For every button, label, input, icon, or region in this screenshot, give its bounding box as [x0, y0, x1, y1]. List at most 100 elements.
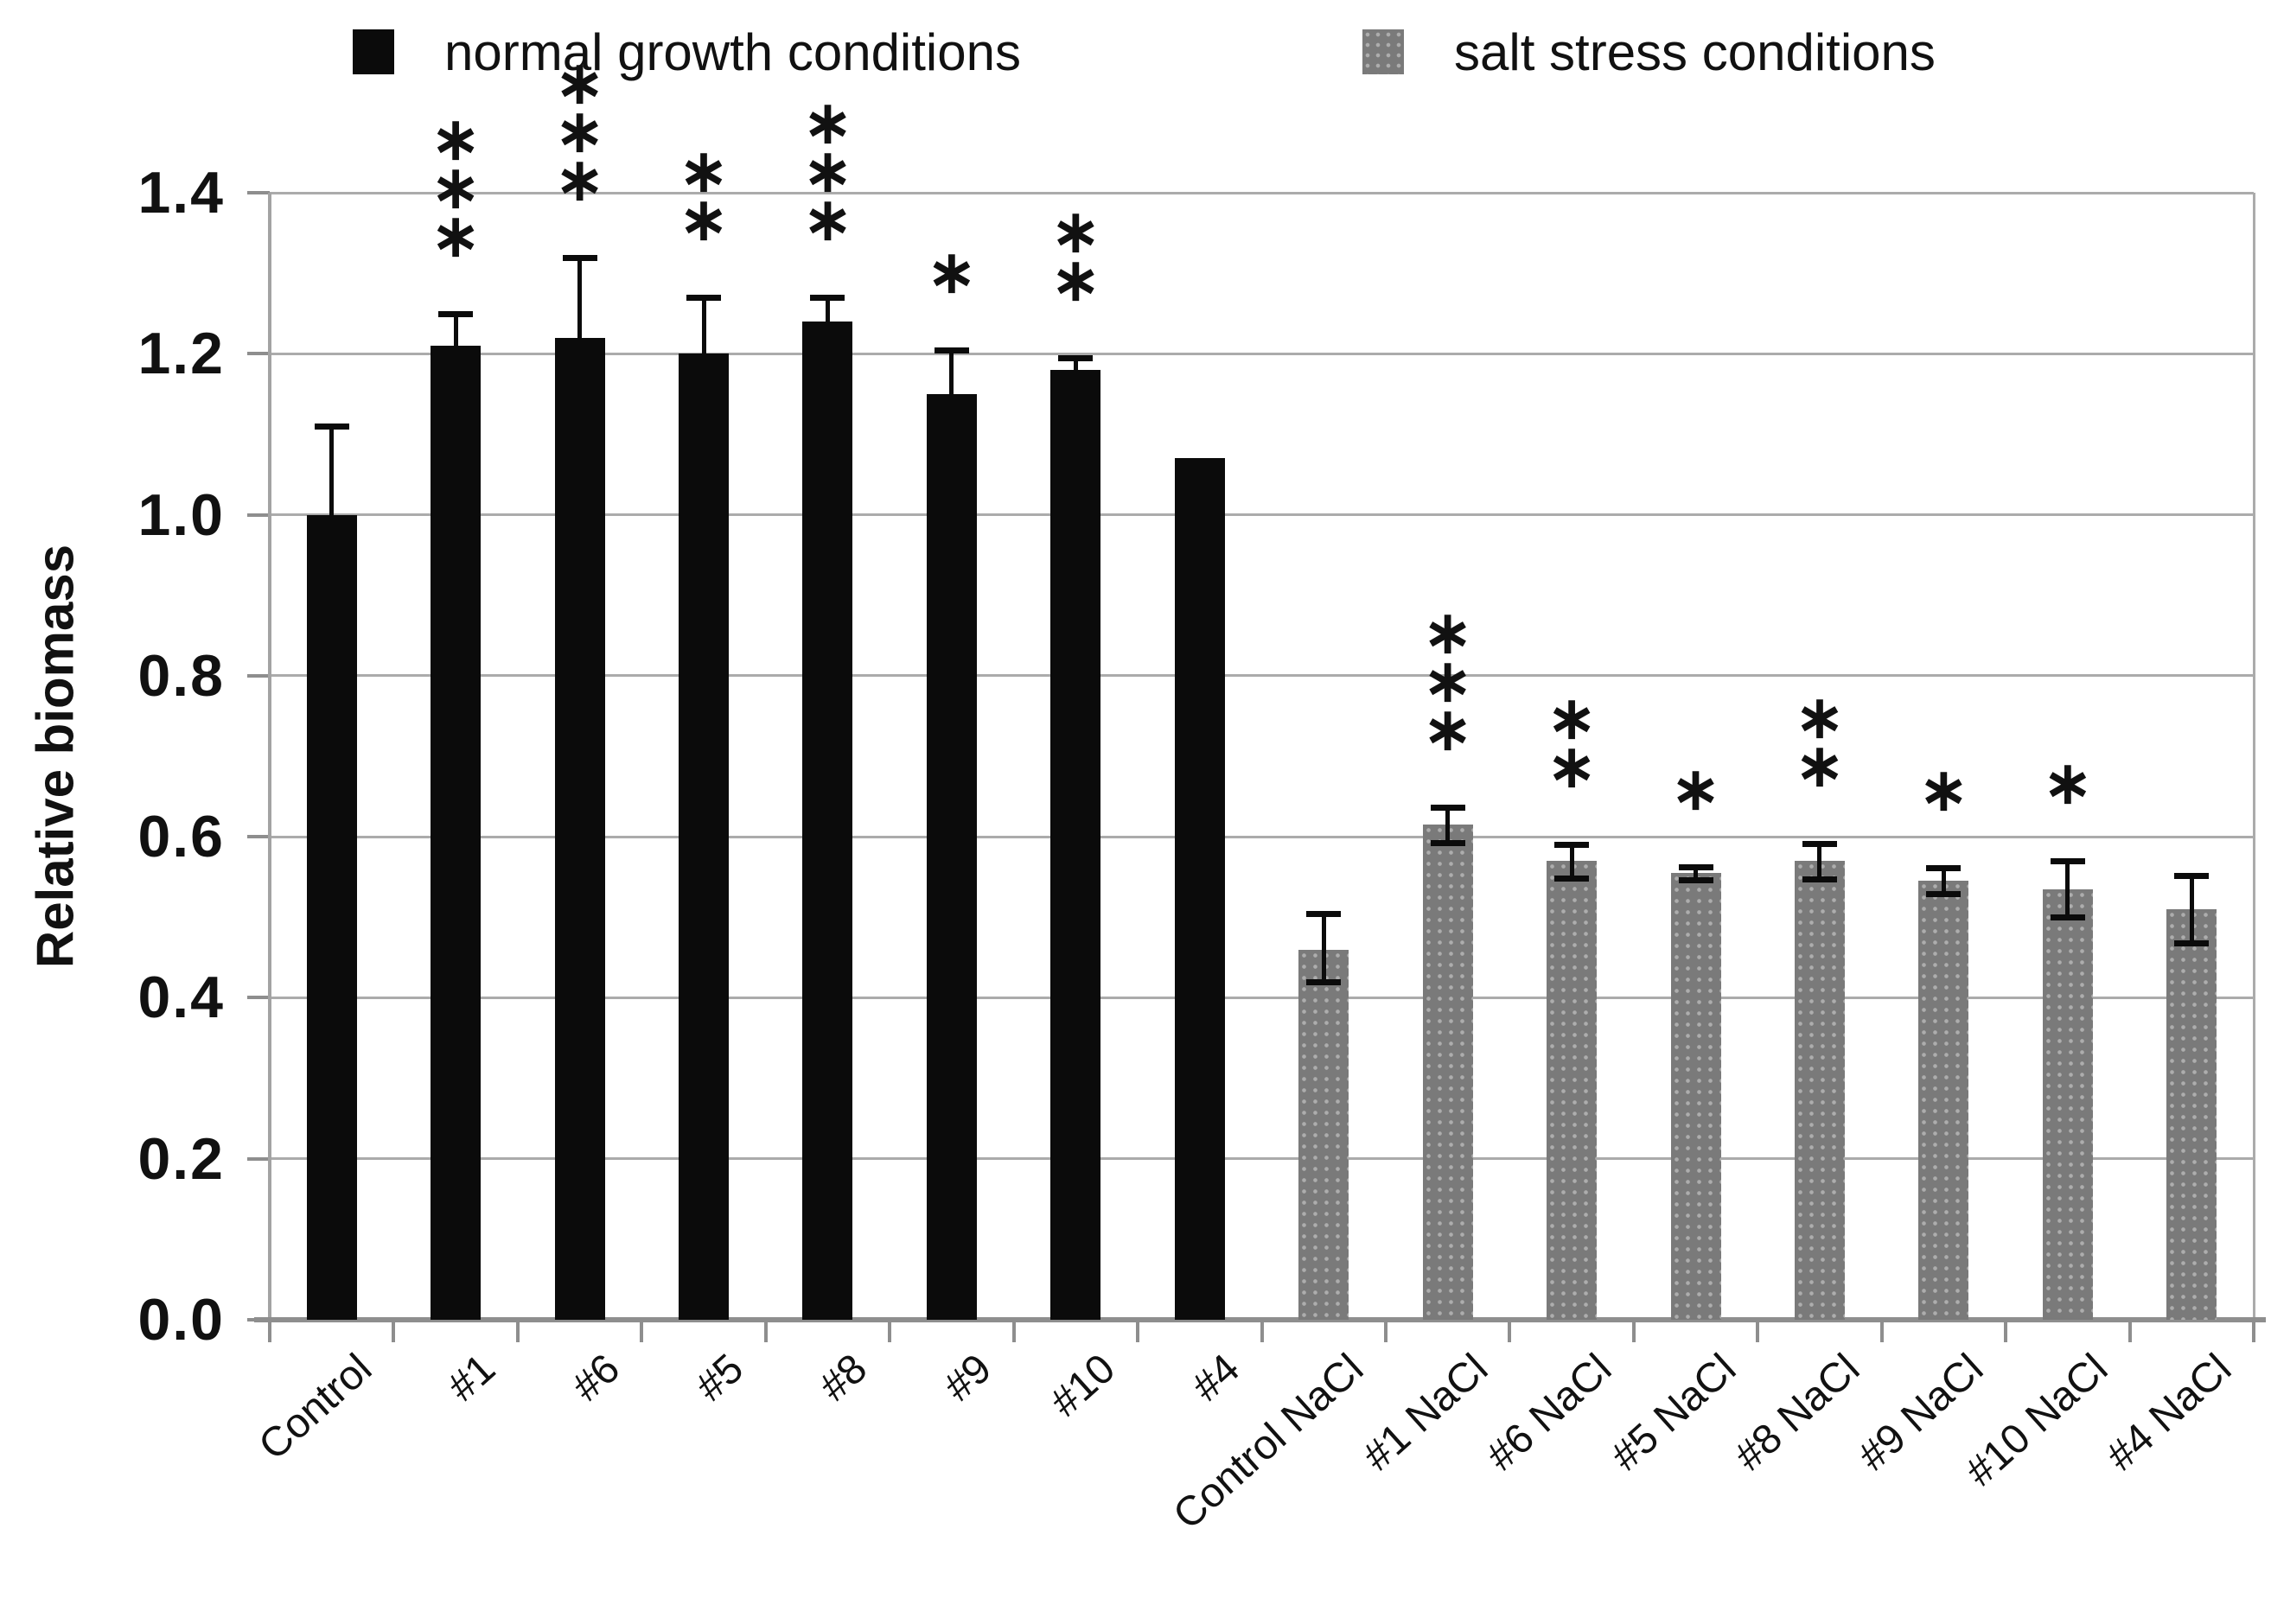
error-bar-cap-top: [1554, 841, 1590, 848]
error-bar-line: [1941, 868, 1946, 895]
x-tick-0: [268, 1320, 271, 1342]
x-tick-4: [763, 1320, 768, 1342]
error-bar-cap-bottom: [1926, 891, 1962, 898]
error-bar-line: [1569, 844, 1574, 878]
error-bar-line: [2065, 861, 2070, 918]
y-tick-label-0.4: 0.4: [137, 965, 225, 1031]
y-tick-label-0.8: 0.8: [137, 642, 225, 709]
legend-label-normal: normal growth conditions: [444, 22, 1022, 81]
error-bar-cap-top: [810, 295, 845, 302]
x-tick-14: [2004, 1320, 2008, 1342]
gridline-0.6: [270, 835, 2254, 838]
x-tick-15: [2127, 1320, 2132, 1342]
error-bar-cap-bottom: [1802, 876, 1837, 882]
bar--4-nacl: [2166, 908, 2217, 1320]
x-tick-1: [392, 1320, 396, 1342]
bar--4: [1174, 458, 1225, 1320]
significance-stars-1: ∗: [1918, 757, 1968, 824]
error-bar-cap-bottom: [1554, 875, 1590, 882]
y-tick-1.2: [247, 352, 270, 356]
error-bar-cap-top: [2050, 858, 2085, 865]
significance-stars-1: ∗: [1671, 755, 1721, 822]
significance-stars-3: ∗ ∗ ∗: [431, 105, 481, 269]
legend-item-salt: salt stress conditions: [1362, 17, 1936, 86]
error-bar-cap-bottom: [1678, 876, 1713, 883]
error-bar-cap-bottom: [1430, 839, 1465, 846]
y-axis-line: [268, 193, 271, 1320]
y-axis-title: Relative biomass: [26, 544, 85, 969]
gridline-1.0: [270, 513, 2254, 517]
error-bar-cap-top: [1678, 863, 1713, 870]
gridline-1.2: [270, 352, 2254, 355]
x-tick-9: [1383, 1320, 1387, 1342]
y-tick-0.2: [247, 1156, 270, 1161]
black-square-icon: [353, 29, 394, 74]
bar--9: [926, 393, 977, 1320]
error-bar-line: [949, 349, 954, 394]
y-tick-label-1.4: 1.4: [137, 160, 225, 226]
error-bar-cap-top: [686, 295, 722, 302]
x-tick-16: [2252, 1320, 2255, 1342]
y-tick-0.6: [247, 835, 270, 839]
y-tick-1.4: [247, 191, 270, 194]
error-bar-line: [1817, 843, 1822, 879]
significance-stars-3: ∗ ∗ ∗: [802, 90, 852, 253]
y-tick-label-1.2: 1.2: [137, 321, 225, 387]
x-tick-8: [1260, 1320, 1264, 1342]
gridline-0.8: [270, 674, 2254, 678]
x-tick-7: [1136, 1320, 1140, 1342]
bar--10-nacl: [2042, 888, 2093, 1320]
error-bar-cap-top: [2174, 872, 2210, 879]
bar--6-nacl: [1547, 861, 1598, 1320]
error-bar-line: [825, 297, 830, 322]
gridline-0.4: [270, 996, 2254, 999]
significance-stars-2: ∗ ∗: [1795, 684, 1845, 799]
error-bar-cap-top: [934, 347, 969, 353]
bar--9-nacl: [1918, 881, 1969, 1320]
error-bar-cap-bottom: [2174, 940, 2210, 947]
bar--8-nacl: [1794, 861, 1845, 1320]
error-bar-line: [701, 297, 706, 354]
x-tick-10: [1508, 1320, 1512, 1342]
error-bar-cap-top: [1430, 804, 1465, 811]
significance-stars-2: ∗ ∗: [1050, 198, 1100, 313]
gridline-0.2: [270, 1157, 2254, 1161]
error-bar-cap-top: [562, 254, 597, 261]
significance-stars-2: ∗ ∗: [679, 138, 729, 253]
error-bar-cap-top: [1058, 354, 1094, 361]
gray-dotted-square-icon: [1362, 29, 1404, 74]
y-tick-label-1.0: 1.0: [137, 481, 225, 548]
x-tick-5: [888, 1320, 892, 1342]
x-tick-13: [1879, 1320, 1884, 1342]
error-bar-line: [1073, 357, 1078, 370]
x-tick-12: [1756, 1320, 1760, 1342]
bar--8: [802, 322, 853, 1320]
error-bar-line: [329, 426, 335, 515]
x-tick-11: [1631, 1320, 1636, 1342]
bar--5: [679, 353, 730, 1320]
error-bar-line: [1694, 866, 1699, 880]
significance-stars-1: ∗: [927, 239, 977, 305]
bar--5-nacl: [1670, 873, 1721, 1320]
x-tick-3: [640, 1320, 644, 1342]
error-bar-cap-bottom: [2050, 914, 2085, 921]
bar--6: [554, 337, 605, 1320]
error-bar-line: [1321, 913, 1326, 982]
chart-legend: normal growth conditions salt stress con…: [0, 17, 2271, 95]
error-bar-cap-top: [1802, 840, 1837, 847]
error-bar-line: [453, 313, 458, 346]
significance-stars-3: ∗ ∗ ∗: [555, 49, 605, 213]
legend-item-normal: normal growth conditions: [353, 17, 1021, 86]
bar-control-nacl: [1298, 949, 1349, 1320]
error-bar-cap-top: [1306, 910, 1342, 917]
error-bar-line: [577, 257, 583, 338]
error-bar-cap-top: [314, 424, 349, 430]
error-bar-cap-bottom: [1306, 978, 1342, 985]
y-tick-1.0: [247, 513, 270, 517]
y-tick-0.4: [247, 996, 270, 1000]
y-tick-label-0.2: 0.2: [137, 1125, 225, 1192]
y-tick-0.8: [247, 673, 270, 678]
error-bar-cap-top: [1926, 865, 1962, 872]
plot-right-border: [2253, 193, 2255, 1320]
